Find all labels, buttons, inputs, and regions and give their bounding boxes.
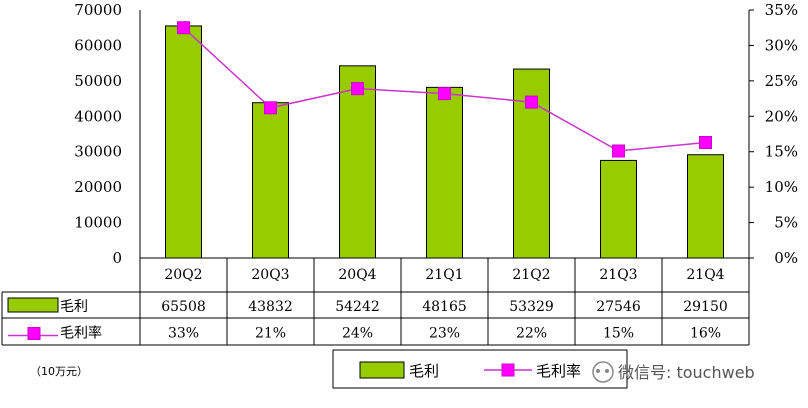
- line-point: [699, 136, 712, 150]
- unit-note: （10万元）: [30, 365, 88, 378]
- table-cell: 22%: [516, 326, 547, 342]
- bar-series: [165, 25, 724, 259]
- line-point: [351, 82, 364, 96]
- bar: [252, 102, 289, 259]
- table-cell: 23%: [429, 326, 460, 342]
- plot-area: [139, 10, 750, 258]
- y-tick-label: 0: [112, 249, 122, 267]
- table-cell: 16%: [690, 326, 721, 342]
- y2-tick-label: 30%: [765, 36, 798, 54]
- y-tick-label: 30000: [74, 143, 122, 161]
- table-cell: 48165: [422, 299, 467, 315]
- table-row-name: 毛利: [60, 299, 88, 315]
- y-tick-label: 40000: [74, 107, 122, 125]
- x-tick-label: 20Q4: [338, 267, 376, 283]
- legend-bar-label: 毛利: [409, 362, 439, 380]
- legend: 毛利 毛利率: [332, 349, 628, 389]
- x-tick-label: 21Q1: [425, 267, 463, 283]
- table-cell: 24%: [342, 326, 373, 342]
- table-cell: 54242: [335, 299, 380, 315]
- table-cell: 15%: [603, 326, 634, 342]
- y2-tick-label: 25%: [765, 72, 798, 90]
- legend-line-marker: [501, 363, 515, 377]
- table-cell: 33%: [168, 326, 199, 342]
- y-axis-left: 70000 60000 50000 40000 30000 20000 10000 0: [74, 1, 122, 267]
- table-bar-swatch: [7, 297, 59, 313]
- y2-tick-label: 35%: [765, 1, 798, 19]
- table-line-marker: [27, 327, 41, 340]
- table-cell: 53329: [509, 299, 554, 315]
- x-tick-label: 20Q3: [251, 267, 289, 283]
- line-point: [612, 144, 625, 158]
- y2-tick-label: 15%: [765, 143, 798, 161]
- line-point: [264, 101, 277, 115]
- line-series: [177, 21, 712, 158]
- y2-tick-label: 10%: [765, 178, 798, 196]
- wechat-icon: [592, 361, 614, 383]
- table-cell: 43832: [248, 299, 293, 315]
- bar: [687, 154, 724, 259]
- line-point: [438, 87, 451, 101]
- y2-tick-label: 20%: [765, 107, 798, 125]
- table-cell: 27546: [596, 299, 641, 315]
- bar: [426, 86, 463, 259]
- line-point: [525, 95, 538, 109]
- y-tick-label: 60000: [74, 36, 122, 54]
- data-table: 20Q2 20Q3 20Q4 21Q1 21Q2 21Q3 21Q4 毛利 65508 43832…: [1, 257, 750, 346]
- x-tick-label: 20Q2: [164, 267, 202, 283]
- legend-bar-swatch: [359, 361, 405, 379]
- table-cell: 65508: [161, 299, 206, 315]
- table-cell: 21%: [255, 326, 286, 342]
- line-point: [177, 21, 190, 35]
- x-tick-label: 21Q2: [512, 267, 550, 283]
- watermark: 微信号: touchweb: [592, 361, 755, 383]
- y-axis-right: 35% 30% 25% 20% 15% 10% 5% 0%: [749, 1, 798, 267]
- bar: [165, 25, 202, 259]
- y2-tick-label: 5%: [774, 214, 798, 232]
- table-cell: 29150: [683, 299, 728, 315]
- y2-tick-label: 0%: [774, 249, 798, 267]
- legend-line-label: 毛利率: [536, 362, 581, 380]
- y-tick-label: 50000: [74, 72, 122, 90]
- x-tick-label: 21Q4: [686, 267, 724, 283]
- y-tick-label: 20000: [74, 178, 122, 196]
- y-tick-label: 10000: [74, 214, 122, 232]
- watermark-text: 微信号: touchweb: [618, 363, 755, 382]
- y-tick-label: 70000: [74, 1, 122, 19]
- bar: [339, 65, 376, 259]
- bar: [600, 159, 637, 259]
- x-tick-label: 21Q3: [599, 267, 637, 283]
- table-row-name: 毛利率: [60, 325, 102, 342]
